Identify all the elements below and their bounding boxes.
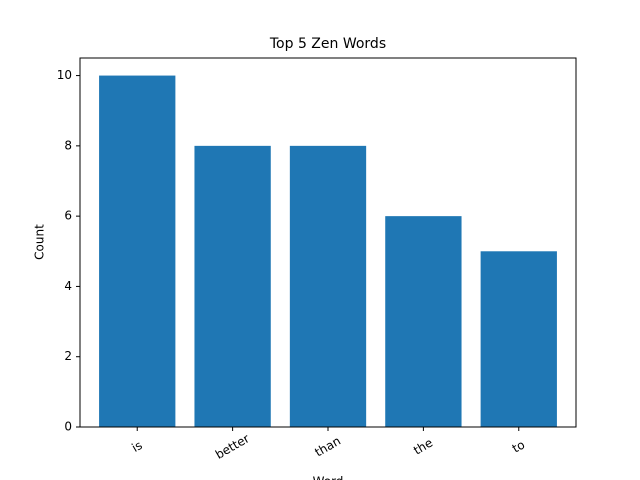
y-tick-label: 2: [64, 349, 72, 363]
y-tick-label: 4: [64, 279, 72, 293]
axes-frame: [79, 57, 577, 428]
bar: [289, 145, 367, 427]
chart-title: Top 5 Zen Words: [269, 36, 386, 52]
y-tick-label: 10: [57, 68, 72, 82]
y-tick-label: 6: [64, 209, 72, 223]
y-tick-label: 0: [64, 420, 72, 434]
x-axis-label: Word: [313, 475, 344, 480]
bar: [385, 216, 462, 427]
bar: [99, 75, 176, 428]
y-tick-label: 8: [64, 138, 72, 152]
y-axis-label: Count: [33, 224, 47, 260]
bar: [194, 145, 271, 427]
bar: [480, 251, 557, 427]
